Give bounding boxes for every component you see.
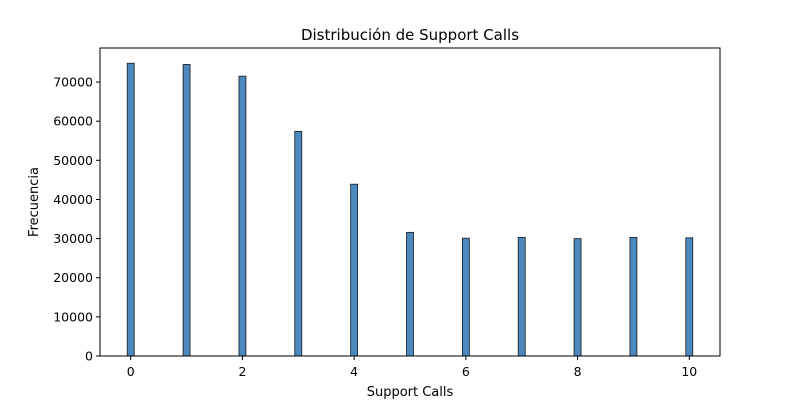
x-tick-label: 2 (238, 364, 246, 379)
bars-group (126, 62, 694, 357)
y-tick-label: 0 (85, 349, 93, 364)
bar-9 (629, 237, 638, 357)
y-tick-label: 50000 (53, 153, 93, 168)
bar-2 (238, 75, 247, 357)
bar-1 (182, 64, 191, 357)
bar-5 (406, 231, 414, 357)
y-tick-label: 40000 (53, 192, 93, 207)
bar-3 (294, 130, 303, 357)
x-tick-label: 4 (350, 364, 358, 379)
x-tick-label: 6 (462, 364, 470, 379)
y-tick-label: 30000 (53, 231, 93, 246)
x-tick-label: 0 (127, 364, 135, 379)
x-tick-label: 8 (574, 364, 582, 379)
y-tick-label: 20000 (53, 270, 93, 285)
bar-10 (685, 237, 694, 357)
bar-0 (126, 62, 135, 357)
x-axis-ticks: 0 2 4 6 8 10 (127, 356, 697, 379)
bar-8 (573, 238, 582, 357)
x-axis-label: Support Calls (367, 385, 454, 400)
y-tick-label: 10000 (53, 309, 93, 324)
x-tick-label: 10 (681, 364, 697, 379)
chart-title: Distribución de Support Calls (301, 26, 519, 44)
bar-6 (461, 237, 470, 357)
bar-4 (350, 183, 359, 357)
plot-frame (99, 47, 721, 357)
bar-7 (517, 237, 526, 357)
y-axis-ticks: 0 10000 20000 30000 40000 50000 60000 70000 (53, 75, 100, 364)
y-tick-label: 70000 (53, 75, 93, 90)
y-tick-label: 60000 (53, 114, 93, 129)
y-axis-label: Frecuencia (27, 167, 42, 237)
